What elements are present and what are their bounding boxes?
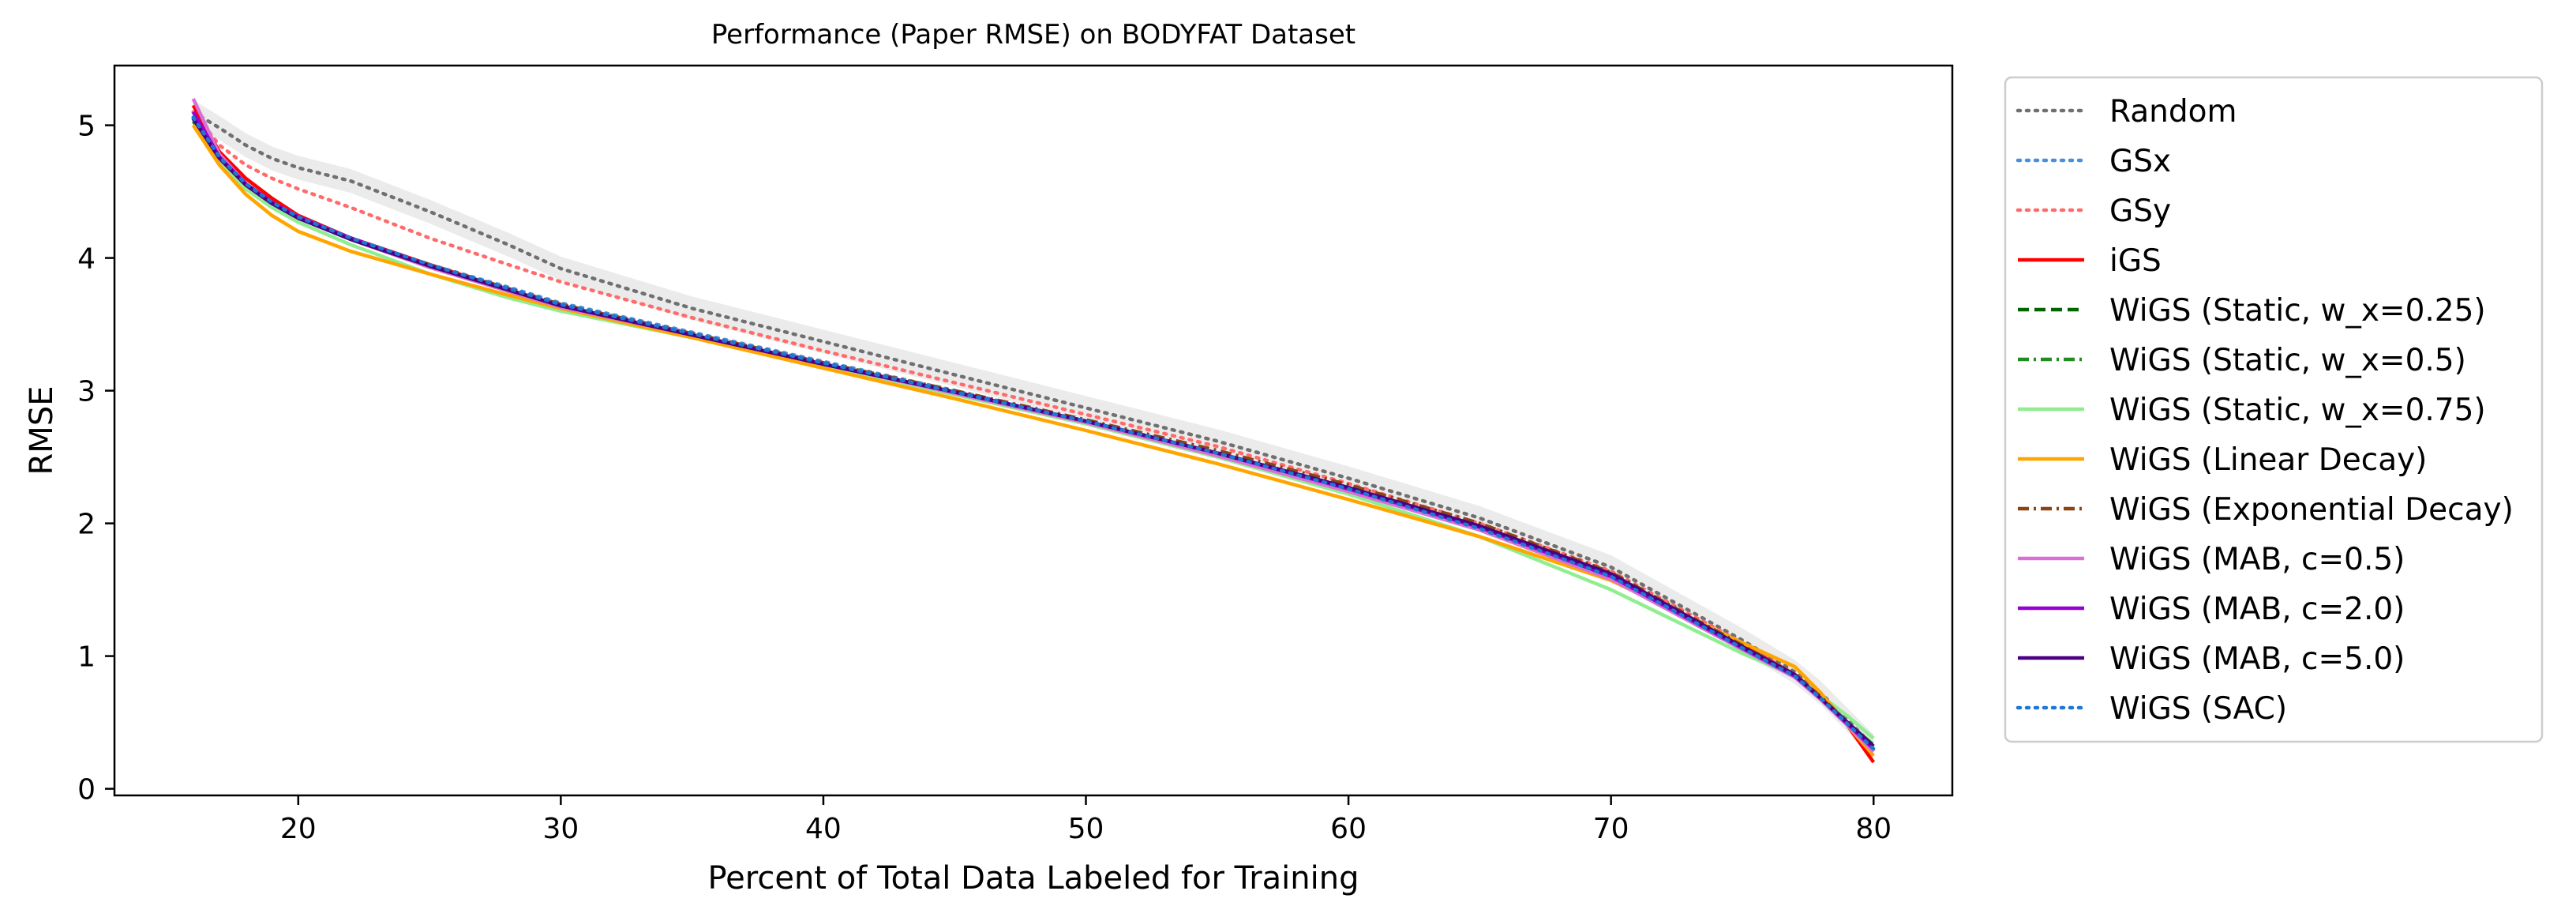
series-line xyxy=(191,124,1875,757)
legend-label: GSx xyxy=(2109,144,2171,179)
x-tick-label: 70 xyxy=(1593,813,1629,845)
legend-box xyxy=(2004,76,2544,743)
x-tick-label: 30 xyxy=(542,813,579,845)
legend-label: WiGS (MAB, c=2.0) xyxy=(2109,592,2405,627)
legend-label: Random xyxy=(2109,94,2237,130)
legend-label: WiGS (Static, w_x=0.25) xyxy=(2109,293,2486,329)
y-tick-label: 5 xyxy=(77,111,96,143)
legend-label: WiGS (MAB, c=5.0) xyxy=(2109,641,2405,677)
legend-label: GSy xyxy=(2109,194,2171,229)
legend-label: WiGS (Static, w_x=0.5) xyxy=(2109,343,2466,378)
series-line xyxy=(191,104,1876,764)
x-tick-label: 80 xyxy=(1855,813,1892,845)
x-tick-label: 20 xyxy=(280,813,317,845)
chart-title: Performance (Paper RMSE) on BODYFAT Data… xyxy=(711,19,1355,51)
series-line xyxy=(191,110,1876,751)
y-tick-label: 0 xyxy=(77,774,96,806)
series-band xyxy=(193,100,1874,758)
series-line xyxy=(191,98,1875,754)
y-tick-label: 2 xyxy=(77,509,96,541)
legend-label: WiGS (MAB, c=0.5) xyxy=(2109,542,2405,577)
x-axis-title: Percent of Total Data Labeled for Traini… xyxy=(707,860,1359,897)
y-tick-label: 3 xyxy=(77,376,96,408)
legend-label: WiGS (Static, w_x=0.75) xyxy=(2109,393,2486,428)
confidence-bands xyxy=(193,100,1874,758)
legend: Random GSx GSy iGS WiGS (Static, w_x=0.25) Wi… xyxy=(2004,76,2544,743)
series-lines xyxy=(191,98,1876,764)
x-axis-ticks: 20 30 40 50 60 70 80 xyxy=(280,795,1892,845)
series-line xyxy=(191,115,1876,751)
x-tick-label: 50 xyxy=(1068,813,1104,845)
y-tick-label: 1 xyxy=(77,641,96,674)
legend-label: WiGS (Linear Decay) xyxy=(2109,442,2427,478)
legend-label: WiGS (Exponential Decay) xyxy=(2109,492,2514,528)
x-tick-label: 60 xyxy=(1330,813,1367,845)
y-axis-title: RMSE xyxy=(24,386,60,476)
plot-area-frame xyxy=(113,64,1954,797)
x-tick-label: 40 xyxy=(805,813,842,845)
y-axis-ticks: 0 1 2 3 4 5 xyxy=(77,111,114,806)
y-tick-label: 4 xyxy=(77,243,96,276)
legend-label: WiGS (SAC) xyxy=(2109,691,2287,727)
legend-label: iGS xyxy=(2109,243,2162,279)
